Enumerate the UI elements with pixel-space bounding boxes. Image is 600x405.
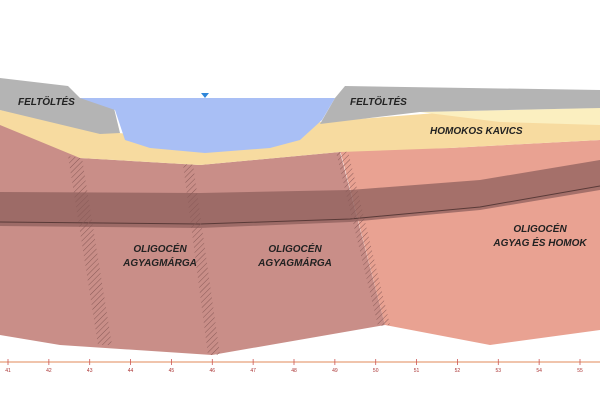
tick-label: 51 [414,368,420,374]
layer-label: FELTÖLTÉS [18,95,75,108]
tick-label: 42 [46,368,52,374]
tick-label: 54 [536,368,542,374]
tick-label: 44 [128,368,134,374]
tick-label: 52 [455,368,461,374]
tick-label: 48 [291,368,297,374]
tick-label: 50 [373,368,379,374]
layer-label: AGYAGMÁRGA [122,256,197,269]
tick-label: 53 [496,368,502,374]
fill-left [0,78,120,134]
fault-1 [68,156,112,345]
dark-band [0,160,600,228]
water-level [201,93,209,98]
tick-label: 46 [210,368,216,374]
water [80,98,335,153]
tick-label: 49 [332,368,338,374]
tick-label: 45 [169,368,175,374]
tick-label: 43 [87,368,93,374]
sand-strip [420,108,600,125]
tick-label: 47 [250,368,256,374]
fault-2 [183,164,220,355]
layer-label: FELTÖLTÉS [350,95,407,108]
layer-label: AGYAG ÉS HOMOK [492,236,587,249]
layer-label: HOMOKOS KAVICS [430,126,523,137]
fill-right [320,86,600,124]
tick-label: 55 [577,368,583,374]
tick-label: 41 [5,368,11,374]
layer-label: AGYAGMÁRGA [257,256,332,269]
axis: 41 42 43 44 45 46 47 48 49 50 51 52 53 54 55 [5,359,583,374]
fault-3 [336,151,390,326]
band-line [0,185,600,225]
layer-label: OLIGOCÉN [133,242,187,255]
layer-label: OLIGOCÉN [513,222,567,235]
layer-label: OLIGOCÉN [268,242,322,255]
